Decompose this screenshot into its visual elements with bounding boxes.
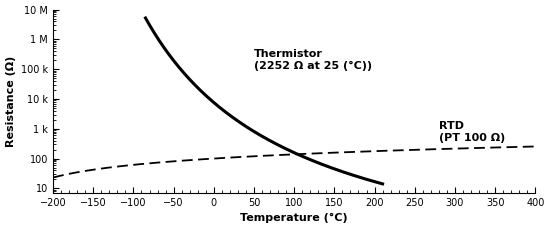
X-axis label: Temperature (°C): Temperature (°C) — [240, 213, 348, 224]
Text: RTD
(PT 100 Ω): RTD (PT 100 Ω) — [439, 121, 505, 142]
Y-axis label: Resistance (Ω): Resistance (Ω) — [6, 56, 15, 147]
Text: Thermistor
(2252 Ω at 25 (°C)): Thermistor (2252 Ω at 25 (°C)) — [254, 49, 372, 71]
